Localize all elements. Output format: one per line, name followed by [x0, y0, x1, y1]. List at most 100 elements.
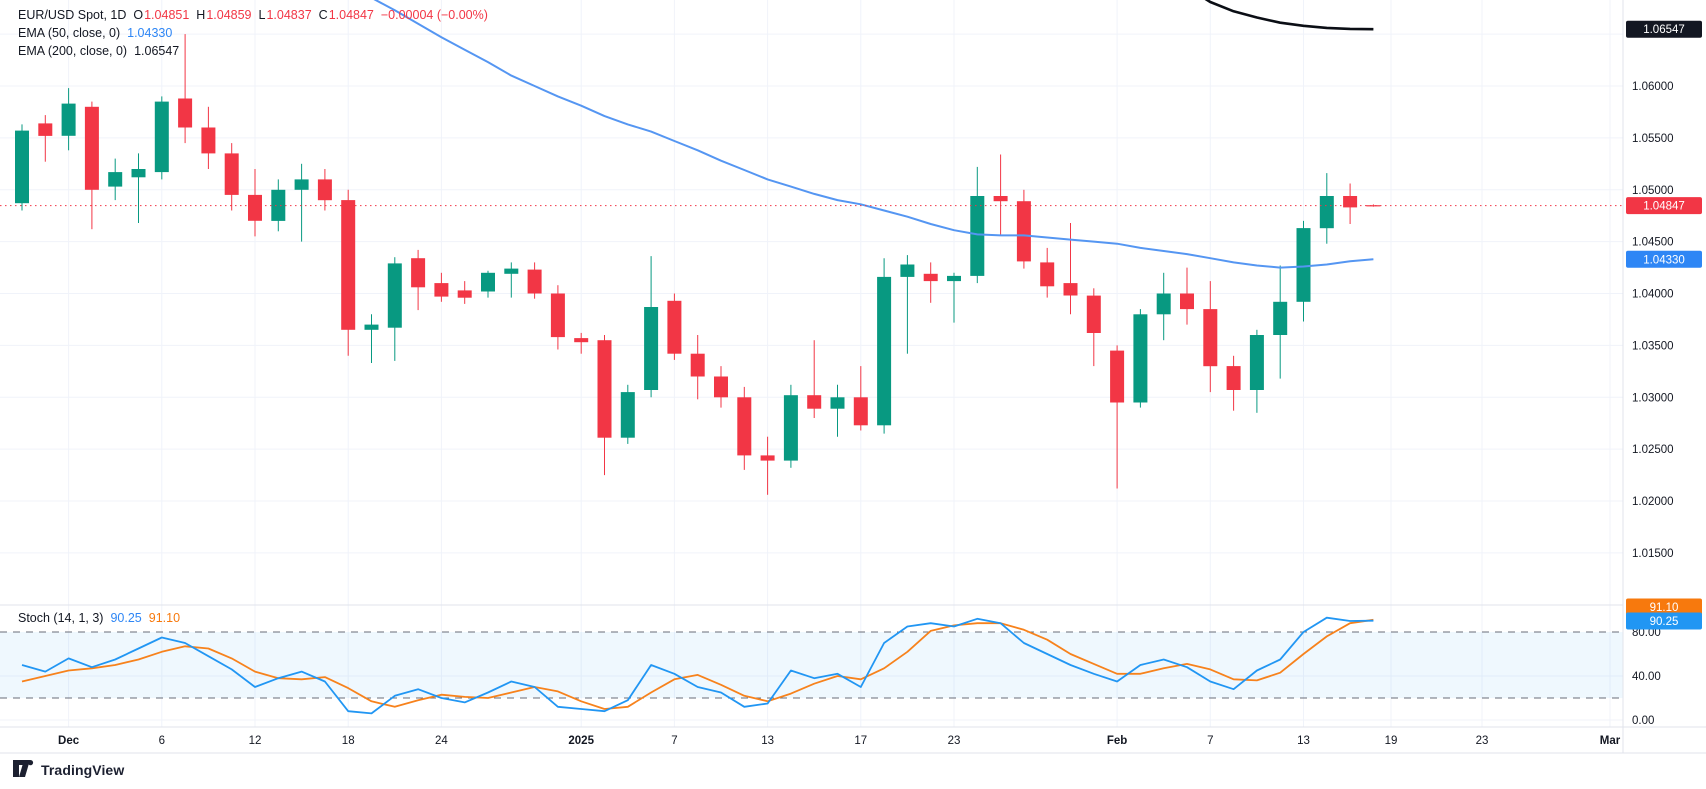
candle[interactable]	[271, 179, 286, 232]
candle[interactable]	[38, 115, 53, 162]
ema200-legend-row[interactable]: EMA (200, close, 0) 1.06547	[18, 43, 179, 60]
ema200-value: 1.06547	[134, 44, 180, 58]
close-value: 1.04847	[328, 8, 374, 22]
candle[interactable]	[61, 88, 76, 151]
candle[interactable]	[248, 169, 262, 237]
svg-text:Feb: Feb	[1107, 735, 1127, 747]
symbol-legend-row[interactable]: EUR/USD Spot, 1D O 1.04851 H 1.04859 L 1.04…	[18, 7, 488, 24]
candle[interactable]	[1086, 288, 1101, 367]
candle[interactable]	[900, 255, 915, 354]
svg-text:23: 23	[948, 735, 961, 747]
ema50-legend-row[interactable]: EMA (50, close, 0) 1.04330	[18, 25, 172, 42]
candle[interactable]	[108, 158, 123, 201]
candle[interactable]	[341, 189, 356, 356]
candle[interactable]	[1319, 173, 1334, 244]
svg-text:40.00: 40.00	[1632, 671, 1661, 683]
price-axis[interactable]: 1.06000 1.05500 1.05000 1.04500 1.04000 1.035…	[1632, 81, 1674, 727]
candle[interactable]	[15, 124, 29, 211]
candle[interactable]	[690, 335, 705, 400]
open-label: O	[133, 8, 144, 22]
svg-text:Mar: Mar	[1600, 735, 1621, 747]
candle[interactable]	[947, 272, 961, 323]
open-value: 1.04851	[144, 8, 190, 22]
candle[interactable]	[1040, 247, 1055, 298]
svg-text:1.02000: 1.02000	[1632, 496, 1674, 508]
candle[interactable]	[1343, 183, 1358, 225]
svg-text:19: 19	[1385, 735, 1398, 747]
svg-text:12: 12	[249, 735, 262, 747]
candle[interactable]	[877, 258, 892, 434]
candle[interactable]	[154, 96, 169, 180]
candle[interactable]	[84, 101, 99, 230]
candle[interactable]	[504, 262, 519, 298]
high-label: H	[196, 8, 206, 22]
candle[interactable]	[1063, 223, 1078, 315]
candle[interactable]	[830, 384, 845, 437]
low-value: 1.04837	[266, 8, 312, 22]
candle[interactable]	[434, 272, 449, 302]
svg-text:1.03000: 1.03000	[1632, 392, 1674, 404]
svg-text:1.04000: 1.04000	[1632, 289, 1674, 301]
candle[interactable]	[131, 153, 146, 223]
svg-text:23: 23	[1476, 735, 1489, 747]
candle[interactable]	[224, 143, 239, 211]
stoch-d-value: 91.10	[148, 611, 181, 625]
svg-text:13: 13	[1297, 735, 1310, 747]
candle[interactable]	[783, 384, 798, 468]
time-axis[interactable]: Dec 6 12 18 24 2025 7 13 17 23 Feb 7 13 19 23 Mar	[58, 735, 1621, 747]
stoch-k-value: 90.25	[110, 611, 142, 625]
candle[interactable]	[574, 332, 589, 354]
candle[interactable]	[1133, 309, 1148, 408]
candle[interactable]	[620, 384, 635, 444]
candle[interactable]	[853, 366, 868, 431]
candle[interactable]	[993, 154, 1008, 236]
ema200-line	[1204, 0, 1374, 31]
candle[interactable]	[457, 281, 472, 304]
tradingview-attribution[interactable]: TradingView	[13, 760, 124, 779]
candle[interactable]	[1366, 204, 1381, 207]
candle[interactable]	[1296, 220, 1311, 322]
svg-text:1.04330: 1.04330	[1643, 254, 1685, 266]
candle[interactable]	[923, 262, 938, 303]
candle[interactable]	[807, 340, 822, 418]
candle[interactable]	[970, 166, 985, 284]
ema50-label: EMA (50, close, 0)	[18, 26, 121, 40]
candle[interactable]	[201, 106, 216, 169]
svg-text:1.05500: 1.05500	[1632, 133, 1674, 145]
candle[interactable]	[317, 169, 332, 211]
candle[interactable]	[411, 249, 426, 311]
svg-text:2025: 2025	[568, 735, 594, 747]
candle[interactable]	[644, 256, 659, 398]
candle[interactable]	[481, 270, 495, 298]
stoch-legend-row[interactable]: Stoch (14, 1, 3) 90.25 91.10	[18, 610, 180, 627]
candle[interactable]	[1110, 345, 1125, 489]
candle[interactable]	[597, 335, 612, 476]
candle[interactable]	[737, 386, 752, 470]
vertical-gridlines	[68, 0, 1611, 727]
price-gridlines	[0, 33, 1623, 554]
svg-text:13: 13	[761, 735, 774, 747]
candle[interactable]	[1249, 329, 1264, 413]
candle[interactable]	[1273, 265, 1288, 379]
stoch-label: Stoch (14, 1, 3)	[18, 611, 104, 625]
candle[interactable]	[1016, 189, 1031, 269]
stoch-band	[0, 632, 1623, 698]
candle[interactable]	[1203, 281, 1218, 393]
svg-text:0.00: 0.00	[1632, 715, 1654, 727]
candle[interactable]	[178, 34, 193, 144]
svg-text:Dec: Dec	[58, 735, 80, 747]
candle[interactable]	[364, 314, 379, 363]
candle[interactable]	[667, 293, 682, 360]
candle[interactable]	[527, 262, 542, 299]
candle[interactable]	[294, 163, 309, 242]
candle[interactable]	[1156, 272, 1171, 341]
candle[interactable]	[1226, 355, 1241, 411]
candle[interactable]	[760, 436, 775, 495]
candle[interactable]	[1180, 267, 1194, 325]
candle[interactable]	[387, 257, 402, 361]
candle[interactable]	[550, 285, 565, 350]
candle[interactable]	[714, 366, 728, 408]
svg-text:90.25: 90.25	[1650, 616, 1679, 628]
svg-text:1.06547: 1.06547	[1643, 24, 1685, 36]
